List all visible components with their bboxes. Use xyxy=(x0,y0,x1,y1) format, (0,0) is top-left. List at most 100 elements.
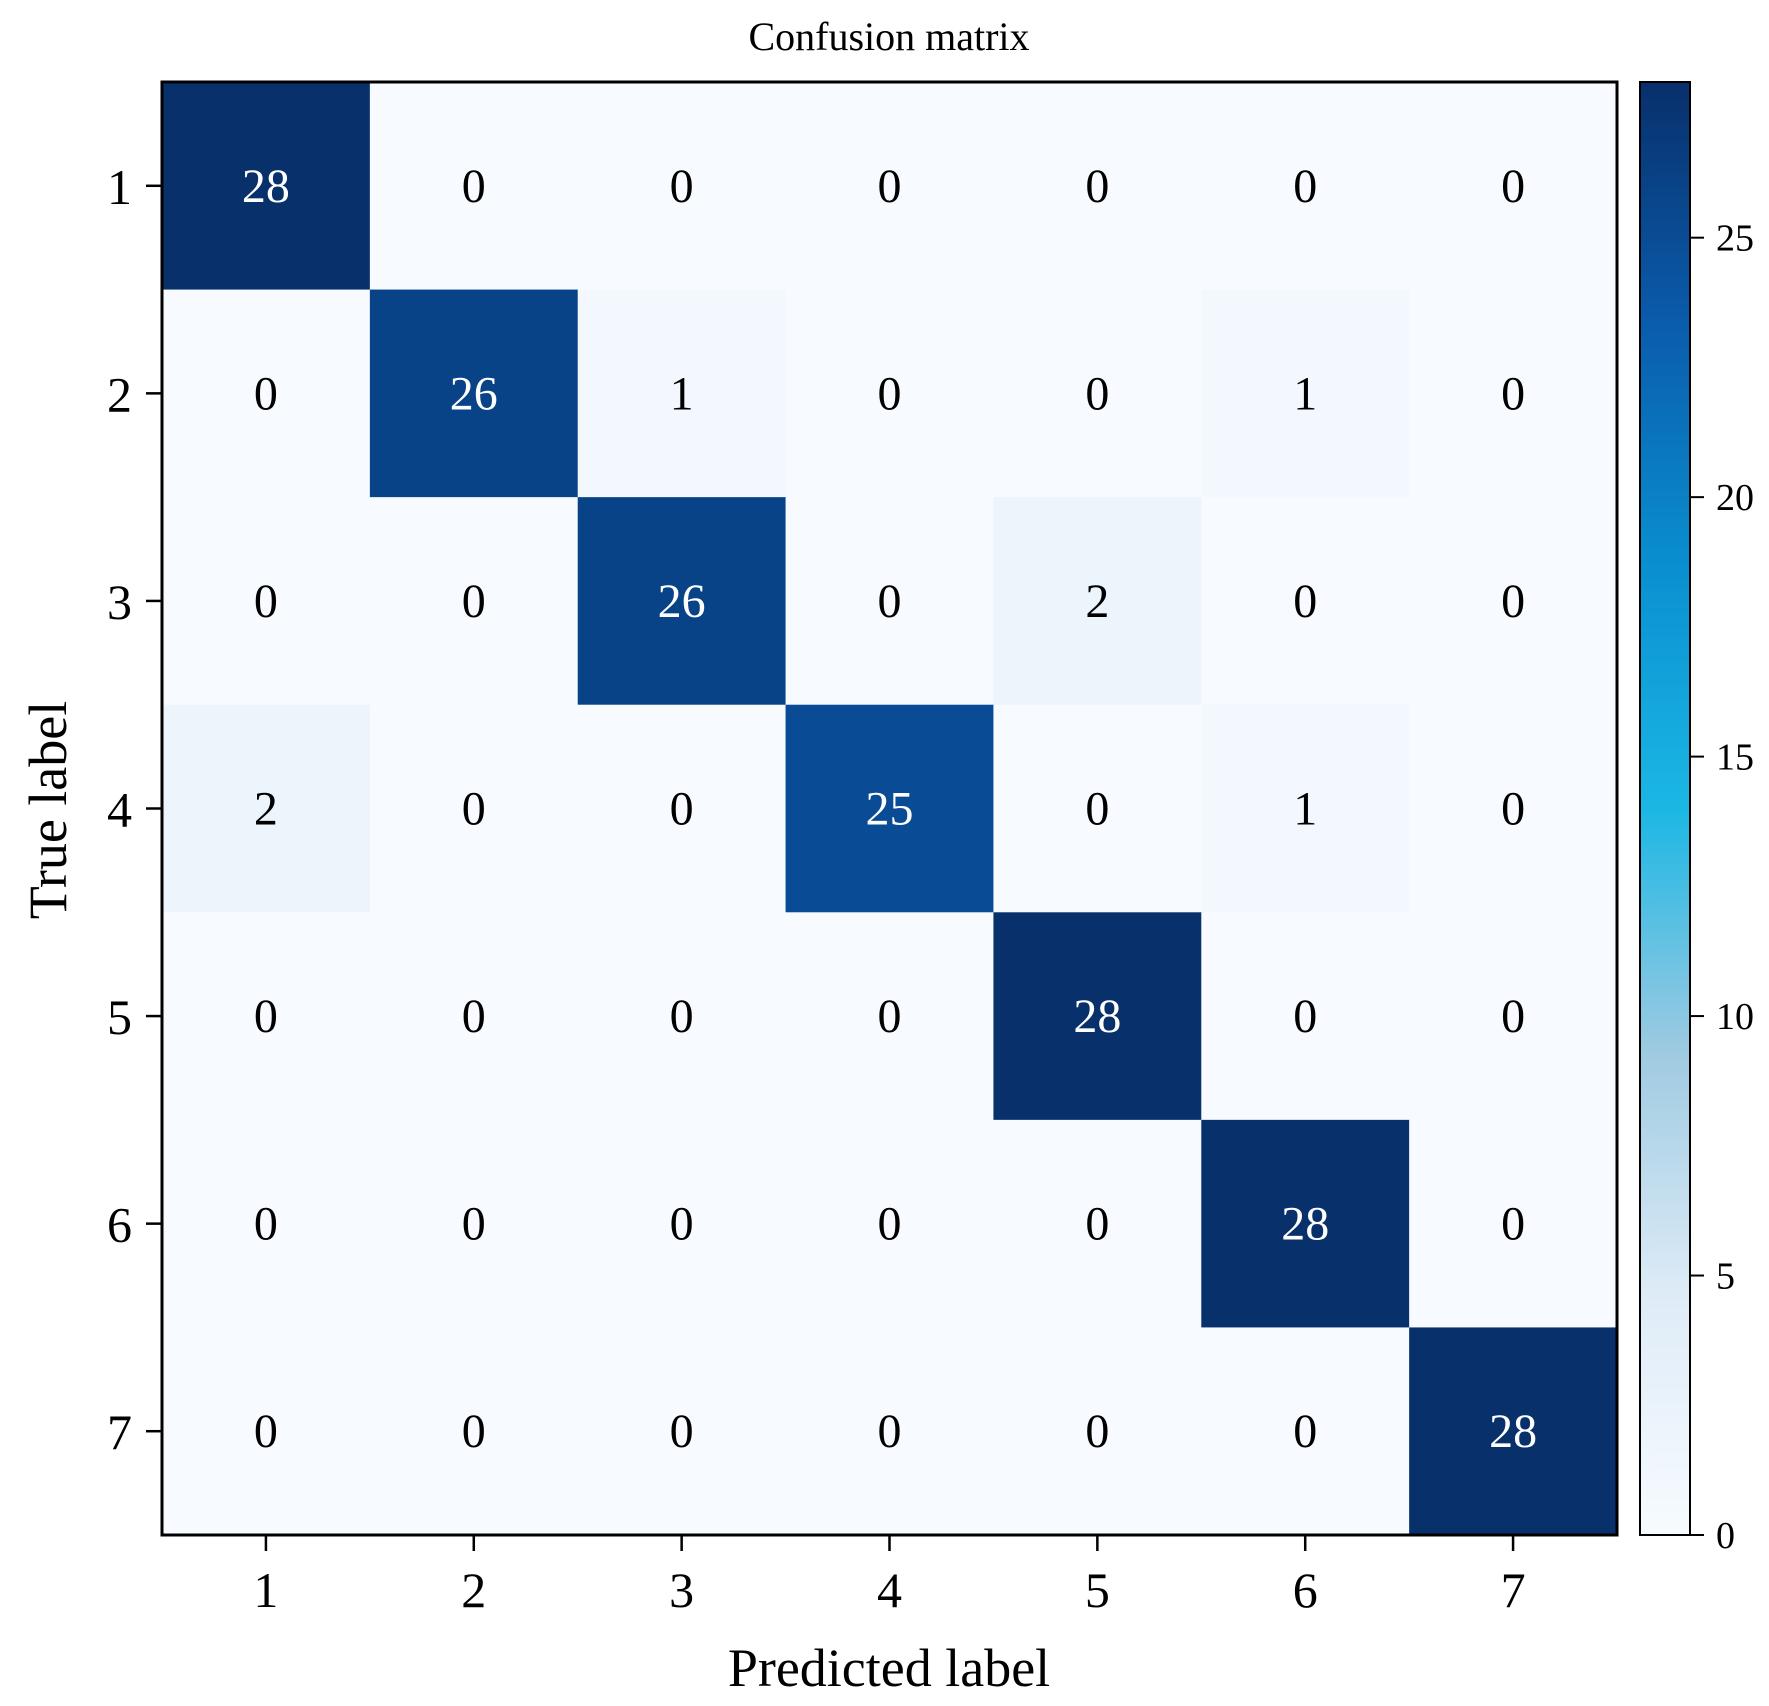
heatmap-cell-r1-c2 xyxy=(369,82,579,291)
colorbar xyxy=(1639,81,1691,1536)
cell-value-r1-c7: 0 xyxy=(1501,160,1525,213)
heatmap-cell-r2-c7 xyxy=(1409,289,1618,498)
cell-value-r4-c2: 0 xyxy=(462,783,486,836)
cell-value-r3-c7: 0 xyxy=(1501,575,1525,628)
heatmap-cell-r2-c4 xyxy=(785,289,994,498)
cell-value-r7-c5: 0 xyxy=(1085,1405,1109,1458)
cell-value-r3-c5: 2 xyxy=(1085,575,1109,628)
cell-value-r5-c2: 0 xyxy=(462,990,486,1043)
y-tick-label-3: 3 xyxy=(107,574,132,630)
y-tick-label-2: 2 xyxy=(107,366,132,422)
cell-value-r4-c6: 1 xyxy=(1293,783,1317,836)
heatmap-cell-r3-c6 xyxy=(1201,497,1410,706)
heatmap-cell-r5-c1 xyxy=(162,912,371,1121)
heatmap-cell-r4-c6 xyxy=(1201,704,1410,913)
cell-value-r7-c1: 0 xyxy=(254,1405,278,1458)
cell-value-r2-c5: 0 xyxy=(1085,367,1109,420)
cell-value-r2-c4: 0 xyxy=(878,367,902,420)
heatmap-cell-r4-c5 xyxy=(993,704,1202,913)
colorbar-tick-label-10: 10 xyxy=(1716,996,1754,1038)
heatmap-cell-r7-c7 xyxy=(1409,1327,1618,1536)
cell-value-r2-c3: 1 xyxy=(670,367,694,420)
heatmap-cell-r3-c4 xyxy=(785,497,994,706)
chart-title: Confusion matrix xyxy=(748,14,1029,59)
cell-value-r5-c5: 28 xyxy=(1073,990,1121,1043)
heatmap-cell-r3-c7 xyxy=(1409,497,1618,706)
cell-value-r5-c1: 0 xyxy=(254,990,278,1043)
cell-value-r1-c1: 28 xyxy=(242,160,290,213)
cell-value-r3-c2: 0 xyxy=(462,575,486,628)
cell-value-r7-c6: 0 xyxy=(1293,1405,1317,1458)
cell-value-r1-c5: 0 xyxy=(1085,160,1109,213)
heatmap-cell-r2-c3 xyxy=(577,289,787,498)
cell-value-r2-c7: 0 xyxy=(1501,367,1525,420)
cell-value-r5-c7: 0 xyxy=(1501,990,1525,1043)
cell-value-r6-c6: 28 xyxy=(1281,1198,1329,1251)
heatmap-cell-r2-c5 xyxy=(993,289,1202,498)
heatmap-cell-r6-c3 xyxy=(577,1119,787,1328)
heatmap-cell-r4-c7 xyxy=(1409,704,1618,913)
heatmap-cell-r5-c7 xyxy=(1409,912,1618,1121)
heatmap-cell-r7-c5 xyxy=(993,1327,1202,1536)
cell-value-r3-c6: 0 xyxy=(1293,575,1317,628)
heatmap-cell-r1-c3 xyxy=(577,82,787,291)
cell-value-r3-c3: 26 xyxy=(658,575,706,628)
heatmap-cell-r6-c2 xyxy=(369,1119,579,1328)
cell-value-r5-c6: 0 xyxy=(1293,990,1317,1043)
colorbar-tick-label-15: 15 xyxy=(1716,737,1754,779)
x-tick-label-3: 3 xyxy=(669,1562,694,1618)
heatmap-cell-r4-c1 xyxy=(162,704,371,913)
cell-value-r1-c4: 0 xyxy=(878,160,902,213)
x-tick-label-4: 4 xyxy=(877,1562,902,1618)
colorbar-tick-label-20: 20 xyxy=(1716,477,1754,519)
colorbar-ticks: 0 5 10 15 20 25 xyxy=(1690,218,1754,1557)
heatmap-cell-r6-c1 xyxy=(162,1119,371,1328)
x-axis-ticks: 1 2 3 4 5 6 7 xyxy=(253,1535,1526,1618)
heatmap-cell-r6-c5 xyxy=(993,1119,1202,1328)
heatmap-cell-r1-c7 xyxy=(1409,82,1618,291)
heatmap-cell-r3-c2 xyxy=(369,497,579,706)
heatmap-cell-r2-c6 xyxy=(1201,289,1410,498)
colorbar-tick-label-5: 5 xyxy=(1716,1256,1735,1298)
x-axis-label: Predicted label xyxy=(728,1638,1050,1698)
heatmap-cell-labels: 28 0 0 0 0 0 0 0 26 1 0 0 1 0 0 0 26 0 2 0 0 2 0 0 25 0 1 0 0 0 0 0 28 0 0… xyxy=(242,160,1537,1458)
cell-value-r6-c5: 0 xyxy=(1085,1198,1109,1251)
y-tick-label-4: 4 xyxy=(107,782,132,838)
cell-value-r7-c2: 0 xyxy=(462,1405,486,1458)
heatmap-cell-r5-c3 xyxy=(577,912,787,1121)
heatmap-cell-r3-c1 xyxy=(162,497,371,706)
cell-value-r7-c4: 0 xyxy=(878,1405,902,1458)
heatmap-cell-r5-c4 xyxy=(785,912,994,1121)
cell-value-r5-c4: 0 xyxy=(878,990,902,1043)
heatmap-cell-r6-c7 xyxy=(1409,1119,1618,1328)
colorbar-tick-label-0: 0 xyxy=(1716,1515,1735,1557)
cell-value-r3-c4: 0 xyxy=(878,575,902,628)
y-axis-ticks: 1 2 3 4 5 6 7 xyxy=(107,159,162,1460)
cell-value-r4-c7: 0 xyxy=(1501,783,1525,836)
heatmap-cell-r1-c6 xyxy=(1201,82,1410,291)
heatmap-cell-r4-c3 xyxy=(577,704,787,913)
cell-value-r6-c7: 0 xyxy=(1501,1198,1525,1251)
cell-value-r6-c4: 0 xyxy=(878,1198,902,1251)
cell-value-r6-c2: 0 xyxy=(462,1198,486,1251)
cell-value-r2-c1: 0 xyxy=(254,367,278,420)
x-tick-label-7: 7 xyxy=(1501,1562,1526,1618)
heatmap-cell-r3-c5 xyxy=(993,497,1202,706)
colorbar-tick-label-25: 25 xyxy=(1716,218,1754,260)
heatmap-cell-r7-c3 xyxy=(577,1327,787,1536)
cell-value-r2-c2: 26 xyxy=(450,367,498,420)
x-tick-label-6: 6 xyxy=(1293,1562,1318,1618)
heatmap-cell-r2-c2 xyxy=(369,289,579,498)
y-tick-label-6: 6 xyxy=(107,1197,132,1253)
heatmap-cell-r1-c5 xyxy=(993,82,1202,291)
cell-value-r7-c7: 28 xyxy=(1489,1405,1537,1458)
cell-value-r4-c5: 0 xyxy=(1085,783,1109,836)
cell-value-r3-c1: 0 xyxy=(254,575,278,628)
heatmap-cell-r7-c4 xyxy=(785,1327,994,1536)
y-axis-label: True label xyxy=(18,701,78,919)
cell-value-r1-c6: 0 xyxy=(1293,160,1317,213)
cell-value-r4-c3: 0 xyxy=(670,783,694,836)
y-tick-label-1: 1 xyxy=(107,159,132,215)
cell-value-r5-c3: 0 xyxy=(670,990,694,1043)
